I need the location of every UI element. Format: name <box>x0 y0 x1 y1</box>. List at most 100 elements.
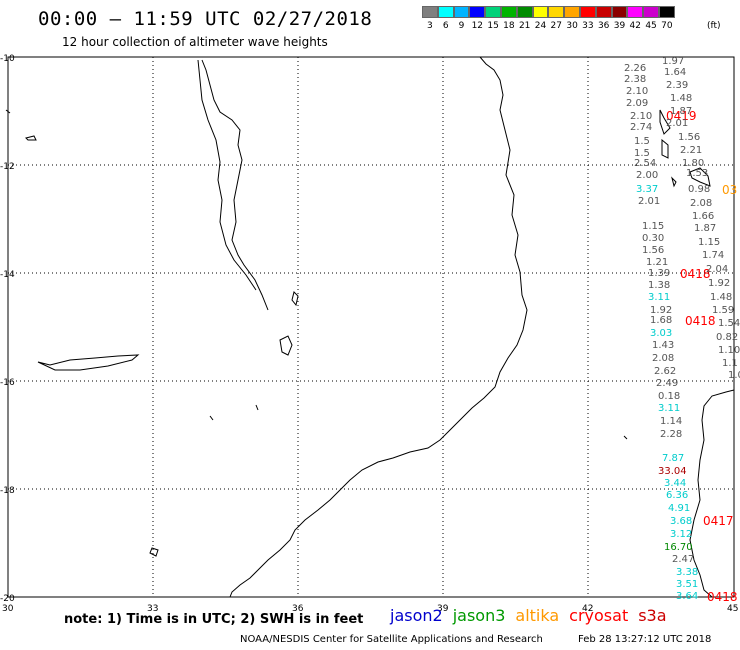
wave-height-label: 2.54 <box>634 158 656 169</box>
track-label: 0418 <box>685 314 716 328</box>
wave-height-label: 1.59 <box>712 305 734 316</box>
wave-height-label: 2.04 <box>706 264 728 275</box>
legend-swatch-3 <box>469 6 486 18</box>
legend-swatch-4 <box>485 6 501 18</box>
wave-height-label: 2.08 <box>652 353 674 364</box>
wave-height-label: 3.12 <box>670 529 692 540</box>
wave-height-label: 3.11 <box>658 403 680 414</box>
legend-swatch-9 <box>564 6 580 18</box>
wave-height-label: 2.39 <box>666 80 688 91</box>
wave-height-label: 1.80 <box>682 158 704 169</box>
wave-height-label: 1.1 <box>722 358 738 369</box>
wave-height-label: 1.38 <box>648 280 670 291</box>
x-tick-42: 42 <box>582 604 593 614</box>
legend-label-4: 15 <box>487 21 499 31</box>
wave-height-label: 1.54 <box>718 318 740 329</box>
wave-height-label: 1.68 <box>650 315 672 326</box>
wave-height-label: 16.70 <box>664 542 693 553</box>
wave-height-label: 4.91 <box>668 503 690 514</box>
legend-label-15: 70 <box>661 21 673 31</box>
wave-height-label: 2.21 <box>680 145 702 156</box>
wave-height-label: 1.15 <box>642 221 664 232</box>
wave-height-label: 0.98 <box>688 184 710 195</box>
legend-label-3: 12 <box>471 21 484 31</box>
wave-height-label: 1.14 <box>660 416 682 427</box>
x-tick-39: 39 <box>437 604 449 614</box>
legend-label-14: 45 <box>645 21 657 31</box>
wave-height-label: 3.51 <box>676 579 698 590</box>
y-tick--18: -18 <box>0 486 15 496</box>
color-legend <box>422 6 675 18</box>
satellite-cryosat: cryosat <box>569 606 629 625</box>
map-title: 00:00 – 11:59 UTC 02/27/2018 <box>38 8 373 30</box>
wave-height-label: 2.62 <box>654 366 676 377</box>
credit-line: NOAA/NESDIS Center for Satellite Applica… <box>240 634 543 645</box>
wave-height-label: 6.36 <box>666 490 688 501</box>
wave-height-label: 3.37 <box>636 184 658 195</box>
wave-height-label: 1.39 <box>648 268 670 279</box>
wave-height-label: 3.64 <box>676 591 698 602</box>
graticule <box>8 57 734 597</box>
coastline <box>5 56 735 598</box>
legend-swatch-8 <box>548 6 565 18</box>
wave-height-label: 1.64 <box>664 67 686 78</box>
wave-height-label: 1.66 <box>692 211 714 222</box>
wave-height-label: 1.5 <box>634 148 650 159</box>
track-label: 0417 <box>703 514 734 528</box>
wave-height-label: 3.38 <box>676 567 698 578</box>
legend-label-13: 42 <box>629 21 641 31</box>
x-tick-30: 30 <box>2 604 14 614</box>
wave-height-label: 7.87 <box>662 453 684 464</box>
x-tick-45: 45 <box>727 604 738 614</box>
wave-height-label: 1.15 <box>698 237 720 248</box>
legend-swatch-10 <box>579 6 596 18</box>
wave-height-label: 2.47 <box>672 554 694 565</box>
wave-height-label: 1.74 <box>702 250 724 261</box>
legend-swatch-0 <box>422 6 438 18</box>
y-tick--16: -16 <box>0 378 15 388</box>
wave-height-label: 3.11 <box>648 292 670 303</box>
wave-height-label: 1.0 <box>728 370 740 381</box>
satellite-legend: jason2 jason3 altika cryosat s3a <box>390 606 677 625</box>
wave-height-label: 2.26 <box>624 63 646 74</box>
legend-swatch-1 <box>437 6 454 18</box>
y-tick--20: -20 <box>0 594 15 604</box>
wave-height-label: 1.56 <box>642 245 664 256</box>
wave-height-label: 3.68 <box>670 516 692 527</box>
legend-label-5: 18 <box>503 21 515 31</box>
satellite-s3a: s3a <box>638 606 667 625</box>
legend-swatch-12 <box>611 6 628 18</box>
satellite-altika: altika <box>515 606 560 625</box>
map-subtitle: 12 hour collection of altimeter wave hei… <box>62 35 328 49</box>
legend-swatch-6 <box>516 6 533 18</box>
satellite-jason2: jason2 <box>390 606 443 625</box>
legend-label-12: 39 <box>613 21 626 31</box>
wave-height-label: 1.92 <box>708 278 730 289</box>
satellite-jason3: jason3 <box>452 606 506 625</box>
wave-height-label: 0.82 <box>716 332 738 343</box>
legend-label-0: 3 <box>427 21 433 31</box>
timestamp: Feb 28 13:27:12 UTC 2018 <box>578 634 712 645</box>
legend-label-1: 6 <box>442 21 449 31</box>
wave-height-label: 1.48 <box>710 292 732 303</box>
track-label: 03 <box>722 183 737 197</box>
legend-label-2: 9 <box>458 21 465 31</box>
y-tick--12: -12 <box>0 162 15 172</box>
legend-label-11: 36 <box>597 21 610 31</box>
x-tick-36: 36 <box>292 604 304 614</box>
color-legend-labels: 3 6 9 12 15 18 21 24 27 30 33 36 39 42 45 70 <box>422 21 675 31</box>
legend-label-6: 21 <box>518 21 531 31</box>
wave-height-label: 2.38 <box>624 74 646 85</box>
wave-height-label: 1.53 <box>686 168 708 179</box>
wave-height-label: 3.44 <box>664 478 686 489</box>
y-tick--10: -10 <box>0 54 15 64</box>
track-label: 0418 <box>680 267 711 281</box>
wave-height-label: 1.87 <box>694 223 716 234</box>
wave-height-label: 2.08 <box>690 198 712 209</box>
wave-height-label: 1.43 <box>652 340 674 351</box>
wave-height-label: 2.28 <box>660 429 682 440</box>
wave-height-label: 1.92 <box>650 305 672 316</box>
legend-label-7: 24 <box>534 21 547 31</box>
wave-height-label: 3.03 <box>650 328 672 339</box>
